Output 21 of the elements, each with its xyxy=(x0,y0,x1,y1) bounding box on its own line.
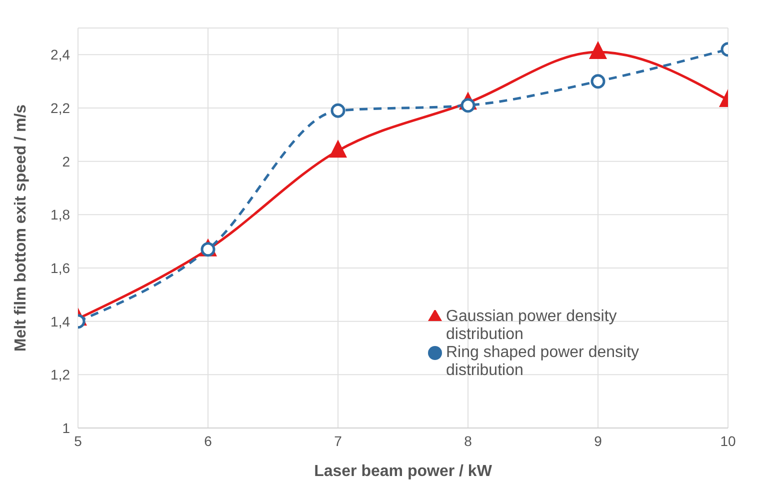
x-axis-title: Laser beam power / kW xyxy=(314,463,493,480)
x-tick-label: 8 xyxy=(464,432,472,449)
x-tick-label: 9 xyxy=(594,432,602,449)
point xyxy=(330,103,346,118)
legend-label: Gaussian power density distribution xyxy=(446,308,618,344)
x-tick-label: 7 xyxy=(334,432,342,449)
y-tick-label: 2 xyxy=(62,153,70,170)
x-tick-label: 5 xyxy=(74,432,82,449)
y-tick-label: 1,4 xyxy=(50,313,70,330)
y-tick-label: 2,2 xyxy=(50,100,70,116)
y-tick-label: 1,6 xyxy=(50,260,70,276)
point xyxy=(200,242,216,257)
y-tick-label: 2,4 xyxy=(50,46,70,63)
y-tick-label: 1,8 xyxy=(50,206,70,223)
x-tick-label: 10 xyxy=(720,432,736,449)
legend-label: Ring shaped power density distribution xyxy=(446,344,640,380)
y-tick-label: 1 xyxy=(62,420,70,436)
x-tick-label: 6 xyxy=(204,432,212,449)
y-axis-title: Melt film bottom exit speed / m/s xyxy=(12,104,30,352)
point xyxy=(329,140,347,158)
y-tick-label: 1,2 xyxy=(50,366,70,383)
